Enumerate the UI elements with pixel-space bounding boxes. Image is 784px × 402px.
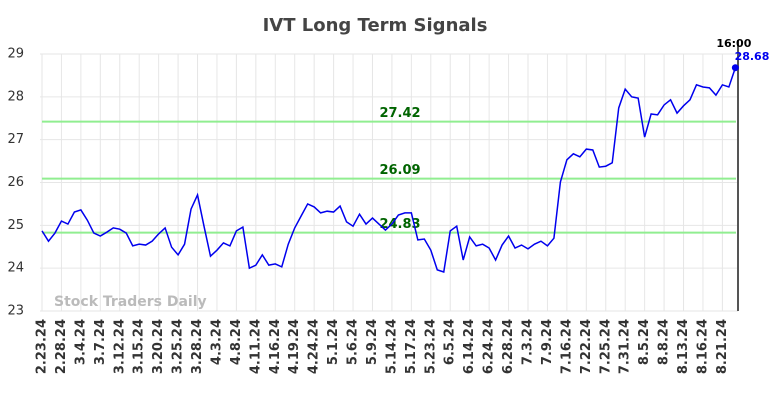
x-tick-label: 3.20.24 — [151, 319, 166, 374]
x-tick-label: 8.5.24 — [637, 319, 652, 365]
x-tick-label: 7.16.24 — [559, 319, 574, 374]
y-tick-label: 24 — [7, 261, 24, 276]
last-point — [731, 64, 739, 72]
y-tick-label: 28 — [7, 89, 24, 104]
x-tick-label: 5.17.24 — [404, 319, 419, 374]
x-tick-label: 5.14.24 — [384, 319, 399, 374]
chart-title: IVT Long Term Signals — [263, 15, 488, 36]
reference-label: 26.09 — [379, 163, 420, 178]
x-tick-label: 5.1.24 — [326, 319, 341, 365]
x-tick-label: 6.5.24 — [443, 319, 458, 365]
x-tick-label: 4.24.24 — [307, 319, 322, 374]
last-time: 16:00 — [716, 37, 751, 50]
x-tick-label: 3.15.24 — [132, 319, 147, 374]
watermark: Stock Traders Daily — [54, 294, 207, 310]
x-tick-label: 7.3.24 — [521, 319, 536, 365]
x-tick-label: 2.23.24 — [35, 319, 50, 374]
x-tick-label: 4.16.24 — [268, 319, 283, 374]
x-tick-label: 5.6.24 — [346, 319, 361, 365]
x-tick-label: 2.28.24 — [54, 319, 69, 374]
x-tick-label: 8.13.24 — [676, 319, 691, 374]
reference-label: 27.42 — [379, 106, 420, 121]
x-tick-label: 8.21.24 — [715, 319, 730, 374]
x-tick-label: 3.7.24 — [93, 319, 108, 365]
x-tick-label: 6.14.24 — [462, 319, 477, 374]
x-tick-label: 7.25.24 — [598, 319, 613, 374]
x-tick-label: 7.22.24 — [579, 319, 594, 374]
last-value: 28.68 — [735, 50, 770, 63]
x-tick-label: 6.28.24 — [501, 319, 516, 374]
x-tick-label: 4.11.24 — [248, 319, 263, 374]
x-tick-label: 3.12.24 — [112, 319, 127, 374]
x-tick-label: 3.25.24 — [171, 319, 186, 374]
x-tick-label: 4.8.24 — [229, 319, 244, 365]
x-tick-label: 5.9.24 — [365, 319, 380, 365]
x-tick-label: 3.28.24 — [190, 319, 205, 374]
x-tick-label: 4.3.24 — [209, 319, 224, 365]
y-tick-label: 25 — [7, 218, 24, 233]
x-tick-label: 7.9.24 — [540, 319, 555, 365]
y-tick-label: 29 — [7, 47, 24, 62]
line — [41, 67, 737, 274]
x-tick-label: 3.4.24 — [73, 319, 88, 365]
x-tick-label: 8.8.24 — [657, 319, 672, 365]
y-tick-label: 27 — [7, 132, 24, 147]
y-tick-label: 23 — [7, 304, 24, 319]
reference-label: 24.83 — [379, 217, 420, 232]
y-tick-label: 26 — [7, 175, 24, 190]
x-tick-label: 5.23.24 — [423, 319, 438, 374]
x-tick-label: 7.31.24 — [618, 319, 633, 374]
x-tick-label: 6.24.24 — [482, 319, 497, 374]
x-tick-label: 8.16.24 — [695, 319, 710, 374]
x-tick-label: 4.19.24 — [287, 319, 302, 374]
